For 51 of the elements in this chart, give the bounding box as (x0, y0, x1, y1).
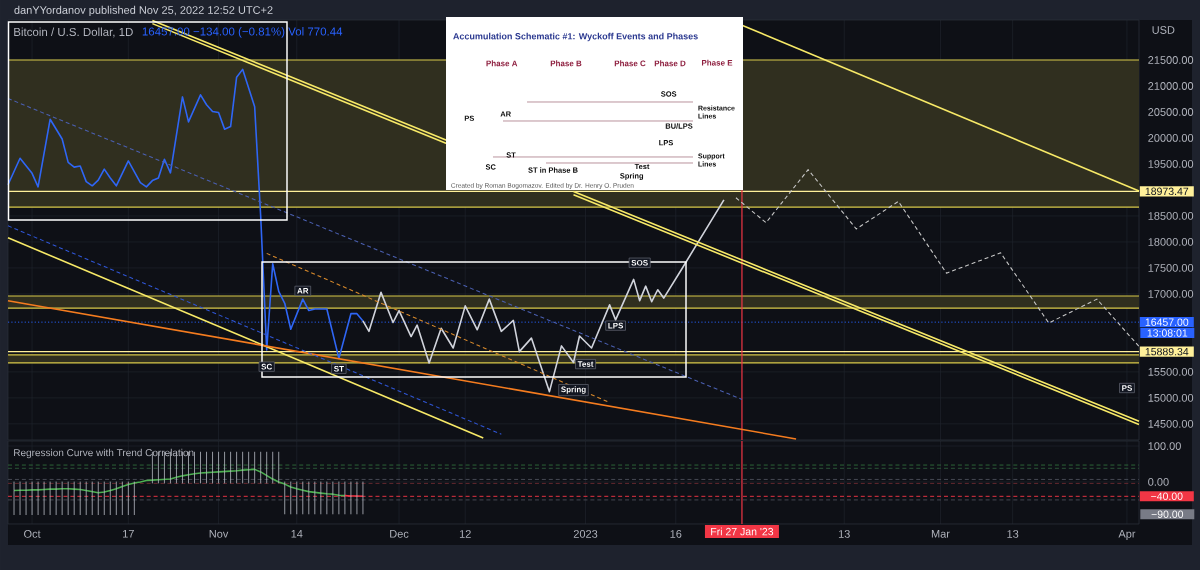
text: −90.00 (1151, 510, 1184, 519)
ref-line-label: 15889.34 (1145, 347, 1189, 356)
x-tick-label: 2023 (573, 530, 598, 538)
y-tick-label: 20500.00 (1148, 108, 1194, 116)
y-tick-label: 15000.00 (1148, 393, 1194, 402)
annotation: ST (334, 365, 344, 372)
ref-line-label: 16457.00 (1145, 318, 1189, 326)
annotation: Accumulation Schematic #1: Wyckoff Events and Phases (453, 32, 698, 42)
annotation: Phase C (614, 60, 646, 67)
y-tick-label: 15500.00 (1148, 368, 1194, 376)
annotation: Phase B (550, 60, 582, 67)
x-tick-label: Mar (931, 530, 950, 538)
text: Regression Curve with Trend Correlation (14, 448, 194, 459)
ref-line-label: 18973.47 (1145, 187, 1189, 196)
x-tick-label: 16 (670, 530, 682, 538)
y-tick-label: 17000.00 (1148, 290, 1194, 298)
y-tick-label: 18500.00 (1148, 212, 1194, 220)
text: Bitcoin / U.S. Dollar, 1D (14, 27, 133, 38)
y-tick-label: 0.00 (1148, 478, 1169, 486)
annotation: Spring (561, 386, 586, 394)
text: danYYordanov published Nov 25, 2022 12:52 UTC+2 (14, 5, 273, 17)
ref-line-label: −40.00 (1151, 492, 1183, 501)
annotation: Phase E (701, 59, 733, 66)
annotation: LPS (608, 322, 624, 329)
x-tick-label: 13 (838, 530, 850, 538)
y-tick-label: 21500.00 (1148, 56, 1194, 64)
text: 13:08:01 (1147, 329, 1188, 337)
annotation: PS (1122, 385, 1132, 391)
x-tick-label: Apr (1118, 530, 1136, 540)
x-tick-label: Dec (390, 530, 409, 538)
y-tick-label: 20000.00 (1148, 134, 1194, 142)
y-axis-title: USD (1152, 26, 1175, 34)
x-tick-label: 17 (123, 530, 134, 538)
y-tick-label: 100.00 (1148, 442, 1181, 450)
ref-line-label: Fri 27 Jan '23 (711, 527, 774, 536)
annotation: SOS (631, 259, 648, 266)
x-tick-label: 14 (291, 530, 303, 538)
y-tick-label: 14500.00 (1148, 419, 1194, 428)
y-tick-label: 17500.00 (1148, 264, 1194, 272)
annotation: Test (577, 361, 594, 367)
y-tick-label: 21000.00 (1148, 82, 1194, 90)
x-tick-label: Oct (24, 530, 41, 538)
y-tick-label: 19500.00 (1148, 160, 1194, 168)
x-tick-label: 12 (459, 530, 471, 538)
x-tick-label: Nov (209, 530, 229, 538)
annotation: AR (297, 288, 309, 294)
annotation: SC (261, 363, 273, 370)
annotation: Phase D (654, 60, 686, 67)
y-tick-label: 18000.00 (1148, 238, 1194, 246)
x-tick-label: 13 (1007, 530, 1019, 538)
annotation: Phase A (486, 60, 518, 67)
